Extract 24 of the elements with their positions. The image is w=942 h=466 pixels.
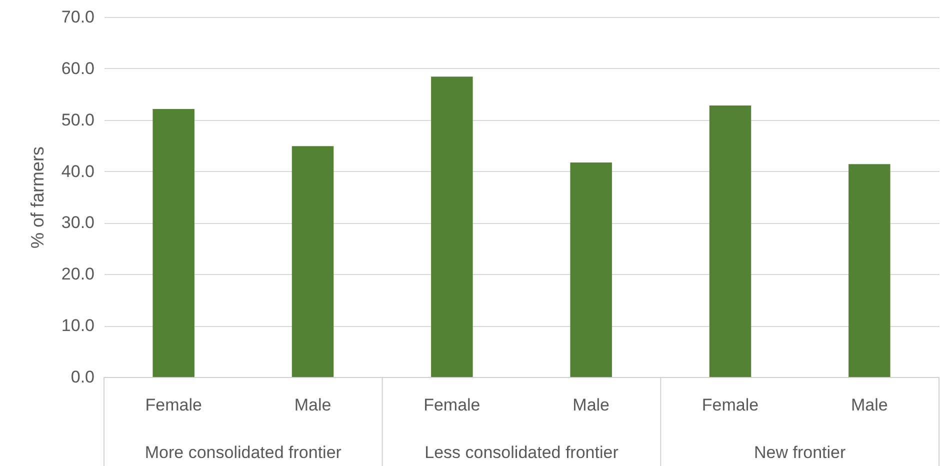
y-tick-label: 40.0 — [61, 162, 94, 181]
x-tick-label: Female — [424, 396, 480, 414]
x-tick-label: Male — [294, 396, 332, 414]
y-tick-label: 0.0 — [70, 368, 94, 386]
bar — [570, 162, 612, 377]
x-tick-label: Male — [850, 396, 888, 414]
bar — [431, 76, 473, 377]
y-tick-label: 30.0 — [61, 213, 94, 232]
x-tick-label: Female — [702, 396, 759, 414]
y-tick-label: 50.0 — [61, 110, 94, 130]
text: More consolidated frontier — [144, 443, 342, 462]
text: Less consolidated frontier — [424, 443, 619, 462]
x-tick-label: Female — [145, 396, 202, 414]
y-tick-label: 70.0 — [61, 8, 94, 26]
y-tick-label: 60.0 — [61, 58, 94, 78]
bar — [292, 146, 334, 377]
x-tick-label: Male — [572, 396, 610, 414]
y-tick-label: 20.0 — [61, 264, 94, 284]
y-tick-label: 10.0 — [61, 316, 94, 336]
bar — [709, 105, 752, 377]
bar — [848, 164, 890, 377]
y-axis-title: % of farmers — [27, 146, 48, 249]
bar — [152, 109, 194, 377]
text: New frontier — [754, 443, 846, 462]
